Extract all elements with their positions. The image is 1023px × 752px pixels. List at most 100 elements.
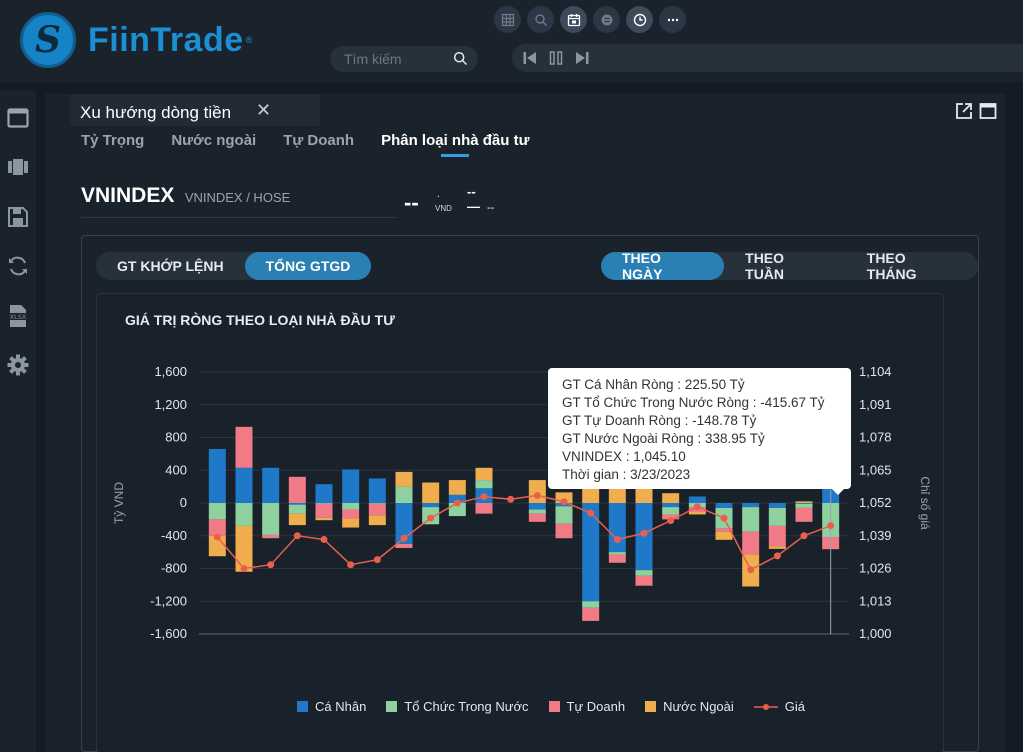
theo-thang-button[interactable]: THEO THÁNG — [866, 250, 917, 282]
xlsx-icon[interactable]: XLSX — [6, 304, 30, 328]
bar-ca-nhan — [368, 478, 386, 503]
legend-gia[interactable]: Giá — [753, 699, 805, 714]
chart-legend: Cá Nhân Tổ Chức Trong Nước Tự Doanh Nước… — [297, 699, 805, 714]
y2-tick-label: 1,039 — [859, 528, 892, 543]
tooltip-arrow — [831, 488, 845, 495]
legend-swatch — [386, 701, 398, 712]
zoom-icon[interactable] — [527, 6, 554, 33]
price-change: -- — [467, 184, 476, 199]
settings-icon[interactable] — [6, 353, 30, 377]
bar-to-chuc — [582, 601, 600, 608]
chart-canvas[interactable]: 1,600 1,104 1,200 1,091 800 1,078 400 1,065 0 1,0… — [97, 294, 943, 752]
price-point — [613, 536, 621, 544]
bar-nuoc-ngoai — [688, 512, 706, 515]
window-icon[interactable] — [6, 106, 30, 130]
y-tick-label: 1,200 — [154, 397, 187, 412]
bar-ca-nhan — [262, 467, 280, 503]
y2-tick-label: 1,013 — [859, 593, 892, 608]
legend-to-chuc[interactable]: Tổ Chức Trong Nước — [386, 699, 529, 714]
logo-registered-mark: ® — [245, 35, 253, 45]
tong-gtgd-button[interactable]: TỔNG GTGD — [244, 252, 372, 280]
theo-tuan-button[interactable]: THEO TUẦN — [745, 250, 785, 282]
open-external-icon[interactable] — [955, 102, 973, 120]
fiintrade-logo[interactable]: S FiinTrade ® — [20, 12, 252, 68]
legend-nuoc-ngoai[interactable]: Nước Ngoài — [645, 699, 734, 714]
bar-ca-nhan — [528, 503, 546, 510]
y2-tick-label: 1,052 — [859, 495, 892, 510]
gt-khop-lenh-button[interactable]: GT KHỚP LỆNH — [117, 258, 224, 274]
maximize-icon[interactable] — [979, 102, 997, 120]
subtab-nuoc-ngoai[interactable]: Nước ngoài — [171, 132, 257, 149]
bar-nuoc-ngoai — [608, 486, 626, 503]
price-point — [453, 499, 461, 507]
logo-emblem: S — [20, 12, 76, 68]
chart-tooltip: GT Cá Nhân Ròng : 225.50 Tỷ GT Tổ Chức T… — [548, 368, 851, 489]
bar-tu-doanh — [662, 514, 680, 520]
y-tick-label: -400 — [161, 528, 187, 543]
grid-icon[interactable] — [494, 6, 521, 33]
y-tick-label: 0 — [180, 495, 187, 510]
bar-to-chuc — [315, 503, 333, 504]
chart-card: GT KHỚP LỆNH TỔNG GTGD THEO NGÀY THEO TU… — [81, 235, 979, 752]
bar-nuoc-ngoai — [208, 535, 226, 557]
price-point — [480, 493, 488, 501]
price-point — [427, 514, 435, 522]
price-point — [293, 532, 301, 540]
bar-tu-doanh — [208, 519, 226, 536]
clock-icon[interactable] — [626, 6, 653, 33]
bar-ca-nhan — [395, 503, 413, 544]
subtab-ty-trong[interactable]: Tỷ Trọng — [81, 132, 145, 149]
bar-nuoc-ngoai — [768, 546, 786, 549]
panel-tab-title: Xu hướng dòng tiền — [80, 103, 232, 122]
bar-to-chuc — [208, 503, 226, 520]
price-line — [216, 494, 831, 571]
search-icon[interactable] — [453, 51, 468, 66]
price-point — [533, 491, 541, 499]
bar-to-chuc — [235, 503, 253, 526]
legend-tu-doanh[interactable]: Tự Doanh — [548, 699, 625, 714]
bar-tu-doanh — [315, 503, 333, 518]
refresh-icon[interactable] — [6, 254, 30, 278]
search-box[interactable]: Tìm kiếm — [330, 46, 478, 72]
bar-nuoc-ngoai — [395, 471, 413, 487]
panel-tab[interactable]: Xu hướng dòng tiền ✕ — [70, 94, 320, 126]
theo-ngay-button[interactable]: THEO NGÀY — [601, 250, 725, 282]
bar-nuoc-ngoai — [715, 531, 733, 540]
skip-forward-icon[interactable] — [574, 50, 590, 66]
price-dot: . — [437, 189, 440, 200]
bar-to-chuc — [742, 507, 760, 532]
bar-to-chuc — [448, 503, 466, 517]
money-flow-panel: Xu hướng dòng tiền ✕ Tỷ Trọng Nước ngoài… — [45, 94, 1005, 752]
bar-tu-doanh — [715, 528, 733, 532]
y2-tick-label: 1,091 — [859, 397, 892, 412]
price-point — [560, 498, 568, 506]
playback-bar — [512, 44, 1023, 72]
bar-ca-nhan — [688, 496, 706, 503]
bar-ca-nhan — [315, 484, 333, 503]
svg-text:XLSX: XLSX — [10, 313, 27, 321]
bar-tu-doanh — [342, 509, 360, 519]
price-point — [720, 514, 728, 522]
subtab-tu-doanh[interactable]: Tự Doanh — [283, 132, 355, 149]
y-axis-label: Tỷ VND — [112, 482, 126, 524]
bar-tu-doanh — [288, 476, 306, 503]
bar-tu-doanh — [368, 503, 386, 516]
legend-ca-nhan[interactable]: Cá Nhân — [297, 699, 366, 714]
price-point — [507, 495, 515, 503]
save-icon[interactable] — [6, 205, 30, 229]
pause-icon[interactable] — [548, 50, 564, 66]
bar-nuoc-ngoai — [448, 480, 466, 495]
skip-back-icon[interactable] — [522, 50, 538, 66]
y2-tick-label: 1,000 — [859, 626, 892, 641]
bar-to-chuc — [635, 570, 653, 576]
price-point — [240, 565, 248, 572]
calendar-icon[interactable] — [560, 6, 587, 33]
period-toggle: THEO NGÀY THEO TUẦN THEO THÁNG — [601, 250, 978, 282]
subtab-phan-loai-nha-dau-tu[interactable]: Phân loại nhà đầu tư — [381, 132, 530, 157]
close-icon[interactable]: ✕ — [256, 100, 272, 120]
bar-tu-doanh — [635, 575, 653, 586]
coin-icon[interactable] — [593, 6, 620, 33]
bar-to-chuc — [475, 480, 493, 489]
film-icon[interactable] — [6, 155, 30, 179]
more-icon[interactable] — [659, 6, 686, 33]
